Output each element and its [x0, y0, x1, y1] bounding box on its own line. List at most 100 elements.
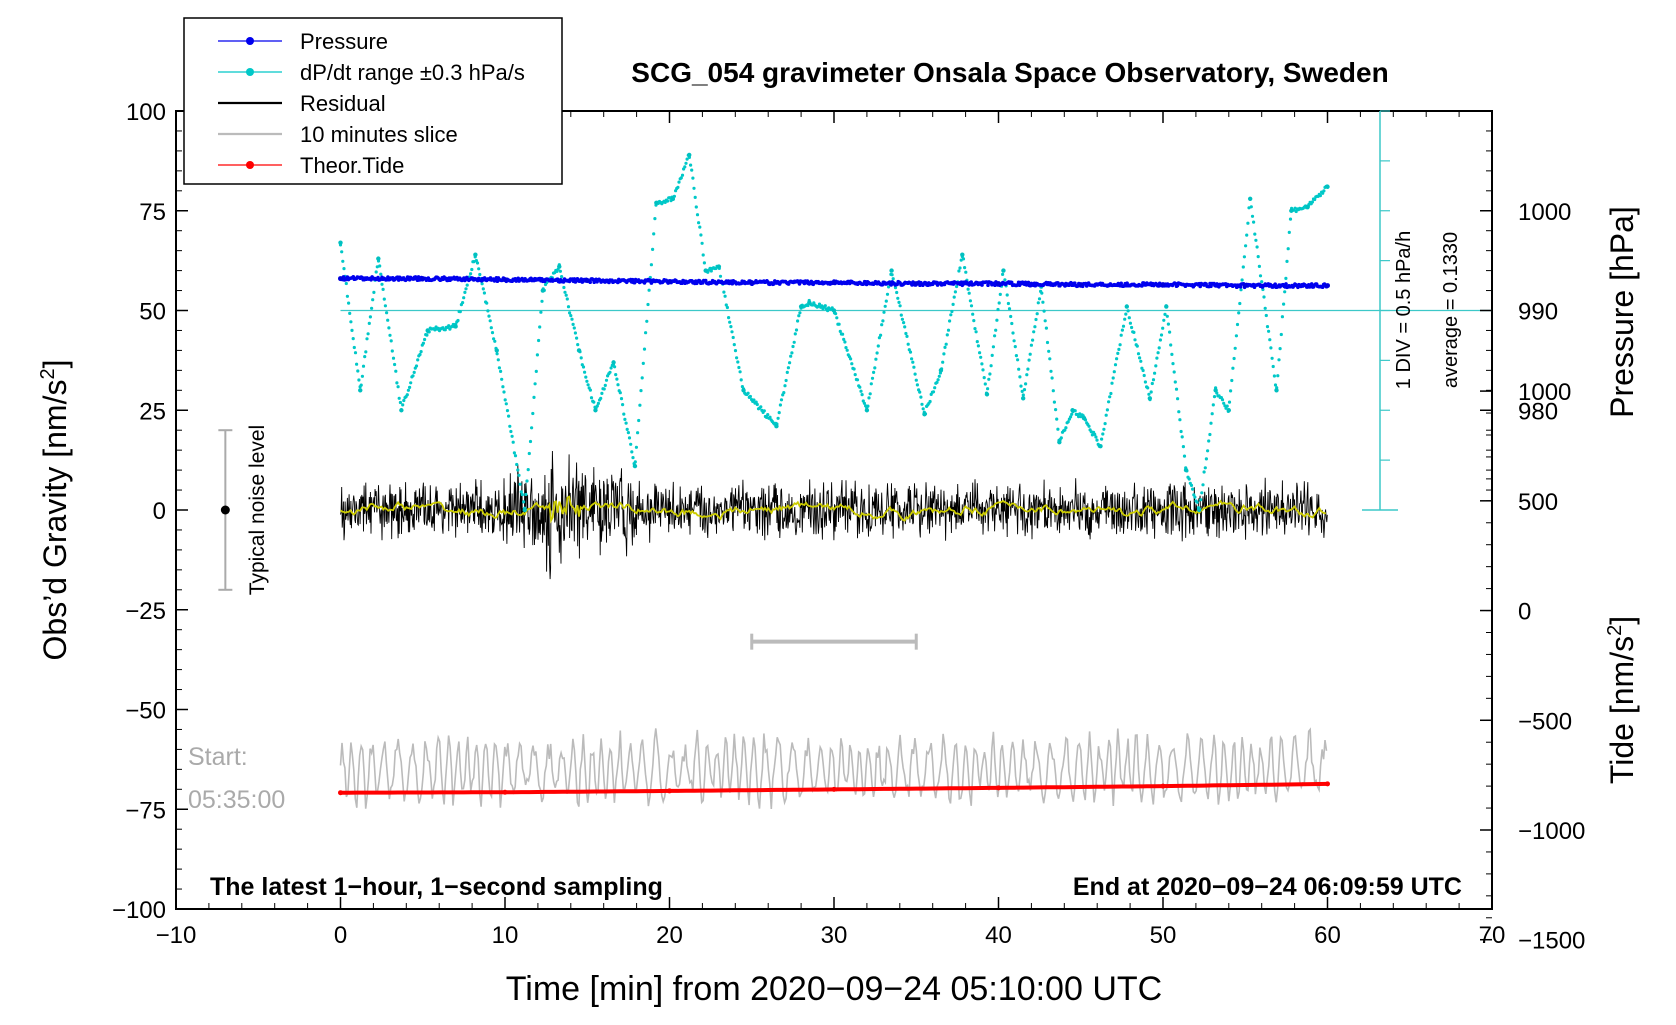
dpdt-point	[1240, 278, 1244, 282]
dpdt-point	[951, 302, 955, 306]
pressure-data-point	[502, 277, 508, 283]
y-axis-label-tide: Tide [nm/s2]	[1604, 616, 1640, 784]
dpdt-point	[885, 292, 890, 296]
dpdt-point	[1112, 370, 1116, 374]
dpdt-point	[685, 157, 689, 161]
dpdt-point	[1191, 487, 1195, 491]
dpdt-point	[942, 352, 946, 356]
dpdt-point	[503, 398, 507, 402]
dpdt-data-point	[1164, 304, 1169, 309]
pressure-point	[1273, 282, 1277, 287]
dpdt-point	[562, 285, 566, 290]
dpdt-point	[785, 370, 789, 374]
dpdt-point	[387, 326, 391, 330]
dpdt-point	[1123, 317, 1127, 321]
dpdt-point	[887, 285, 891, 289]
dpdt-point	[493, 339, 497, 343]
dpdt-point	[528, 439, 533, 444]
dpdt-point	[518, 482, 522, 486]
dpdt-point	[1256, 255, 1260, 259]
pressure-point	[1056, 281, 1060, 285]
dpdt-point	[625, 427, 629, 431]
dpdt-point	[390, 349, 394, 353]
dpdt-point	[1124, 312, 1128, 316]
pressure-point	[1284, 282, 1288, 286]
dpdt-point	[535, 353, 540, 357]
dpdt-point	[983, 382, 987, 386]
dpdt-point	[527, 451, 531, 456]
dpdt-point	[1238, 301, 1242, 306]
dpdt-point	[798, 311, 802, 315]
dpdt-data-point	[716, 264, 722, 269]
dpdt-point	[700, 241, 704, 245]
dpdt-point	[1031, 338, 1035, 342]
dpdt-point	[943, 345, 947, 349]
dpdt-point	[973, 327, 977, 331]
dpdt-point	[646, 302, 650, 307]
dpdt-point	[393, 362, 397, 367]
dpdt-point	[470, 267, 474, 272]
tide-tick-label: 1000	[1518, 379, 1571, 406]
dpdt-point	[366, 332, 370, 336]
dpdt-point	[1195, 500, 1199, 504]
dpdt-point	[1052, 400, 1056, 404]
dpdt-point	[1077, 415, 1081, 419]
dpdt-point	[1171, 362, 1175, 366]
dpdt-point	[579, 356, 583, 360]
pressure-data-point	[996, 281, 1001, 287]
dpdt-point	[1087, 424, 1091, 428]
dpdt-point	[755, 402, 759, 407]
x-axis-label: Time [min] from 2020−09−24 05:10:00 UTC	[506, 970, 1162, 1008]
dpdt-point	[874, 357, 878, 361]
slice-line	[339, 727, 1328, 810]
dpdt-point	[364, 350, 368, 354]
dpdt-data-point	[1020, 396, 1026, 401]
dpdt-data-point	[1196, 507, 1202, 513]
dpdt-point	[1173, 380, 1177, 384]
pressure-point	[1119, 281, 1123, 286]
legend-label: Theor.Tide	[300, 153, 404, 178]
dpdt-point	[1116, 351, 1120, 355]
pressure-point	[1140, 284, 1144, 288]
dpdt-point	[1168, 330, 1172, 334]
dpdt-point	[586, 383, 590, 387]
dpdt-data-point	[632, 463, 638, 469]
tide-data-point	[1160, 783, 1166, 789]
dpdt-point	[1234, 334, 1238, 338]
dpdt-point	[463, 290, 467, 294]
dpdt-point	[1009, 314, 1013, 319]
dpdt-point	[1104, 413, 1108, 417]
dpdt-point	[599, 396, 603, 400]
dpdt-point	[389, 339, 393, 343]
dpdt-point	[961, 257, 966, 261]
dpdt-point	[890, 273, 894, 277]
dpdt-point	[735, 356, 739, 360]
pressure-data-point	[338, 276, 343, 282]
dpdt-point	[456, 318, 460, 323]
legend-box	[183, 17, 563, 185]
dpdt-point	[652, 232, 656, 236]
dpdt-point	[904, 331, 908, 336]
dpdt-point	[1277, 358, 1281, 362]
pressure-data-point	[1242, 283, 1248, 289]
tide-data-point	[1325, 781, 1330, 787]
dpdt-point	[1043, 319, 1047, 323]
dpdt-point	[1177, 410, 1181, 414]
dpdt-point	[1278, 347, 1282, 351]
dpdt-point	[1211, 403, 1215, 407]
dpdt-point	[462, 296, 466, 300]
average-note: average = 0.1330	[1440, 232, 1462, 388]
dpdt-data-point	[831, 308, 837, 313]
dpdt-point	[1201, 483, 1205, 487]
dpdt-point	[1220, 398, 1225, 402]
dpdt-point	[1045, 340, 1050, 345]
dpdt-point	[986, 387, 990, 391]
x-tick-label: 70	[1479, 922, 1506, 949]
dpdt-point	[1246, 221, 1250, 225]
dpdt-point	[835, 316, 839, 320]
dpdt-point	[1257, 264, 1261, 268]
dpdt-point	[724, 303, 728, 307]
dpdt-point	[501, 385, 505, 389]
dpdt-point	[406, 388, 410, 392]
dpdt-point	[957, 269, 961, 273]
